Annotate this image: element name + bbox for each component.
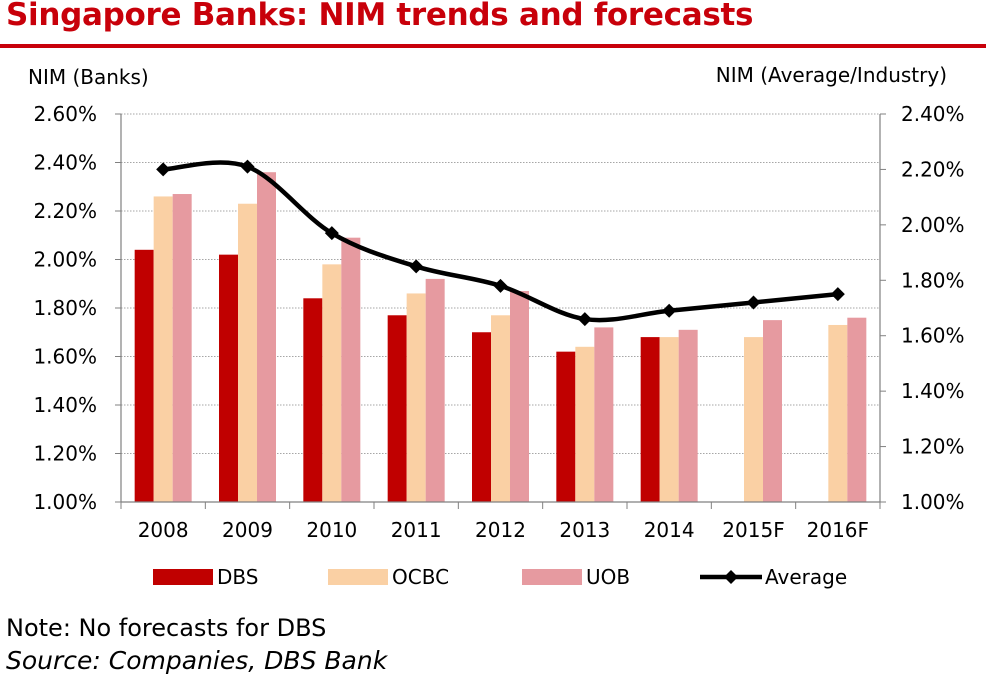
right-tick-label: 2.20% [901,157,965,181]
axes [115,113,886,509]
average-point [493,278,508,293]
bar-dbs [134,249,154,502]
average-point [324,226,339,241]
average-point [830,287,845,302]
x-tick-label: 2014 [644,518,695,542]
x-tick-label: 2016F [807,518,869,542]
x-tick-label: 2010 [306,518,357,542]
bar-dbs [387,315,407,502]
bar-ocbc [406,293,426,502]
left-tick-label: 2.20% [33,199,97,223]
average-point [662,303,677,318]
bar-dbs [640,337,660,502]
right-tick-label: 1.40% [901,379,965,403]
x-tick-label: 2008 [138,518,189,542]
bar-ocbc [575,346,595,502]
bar-uob [341,237,361,503]
average-point [577,312,592,327]
bar-dbs [219,254,238,502]
average-point [156,162,171,177]
left-tick-label: 2.60% [33,102,97,126]
bar-ocbc [828,324,848,502]
nim-chart: 1.00% 1.20% 1.40% 1.60% 1.80% 2.00% 2.20% 2.40%… [28,63,965,589]
bar-ocbc [322,264,342,502]
left-tick-label: 2.40% [33,151,97,175]
source-line: Source: Companies, DBS Bank [6,646,388,675]
x-tick-label: 2011 [391,518,442,542]
right-tick-label: 1.80% [901,268,965,292]
x-tick-label: 2015F [722,518,784,542]
axis-labels: 1.00% 1.20% 1.40% 1.60% 1.80% 2.00% 2.20% 2.40%… [28,63,965,542]
bar-uob [594,327,614,502]
bar-uob [847,317,867,502]
left-tick-label: 2.00% [33,248,97,272]
average-line [156,159,845,327]
bar-dbs [472,332,491,502]
chart-title: Singapore Banks: NIM trends and forecast… [6,0,754,33]
legend-swatch-uob [522,569,582,585]
bar-ocbc [153,196,173,502]
average-point [240,159,255,174]
legend-label-average: Average [765,565,847,589]
bar-ocbc [238,203,257,502]
x-tick-label: 2009 [222,518,273,542]
left-tick-label: 1.00% [33,490,97,514]
right-tick-label: 2.00% [901,213,965,237]
x-tick-label: 2012 [475,518,526,542]
bar-uob [257,172,276,502]
bar-ocbc [744,337,763,502]
title-underline [0,44,986,48]
bar-uob [425,278,445,502]
left-tick-label: 1.80% [33,296,97,320]
bar-ocbc [659,337,679,502]
legend: DBS OCBC UOB Average [153,565,847,589]
right-axis-title: NIM (Average/Industry) [716,63,947,87]
bar-uob [510,291,529,502]
bar-series [134,172,867,503]
bar-uob [172,194,192,502]
left-tick-label: 1.40% [33,393,97,417]
bar-dbs [556,351,576,502]
x-tick-label: 2013 [559,518,610,542]
footnote: Note: No forecasts for DBS [6,614,327,642]
left-tick-label: 1.20% [33,442,97,466]
legend-marker-average [724,570,738,584]
legend-swatch-ocbc [328,569,388,585]
average-point [409,259,424,274]
bar-uob [678,329,698,502]
right-tick-label: 1.20% [901,435,965,459]
bar-ocbc [491,315,510,502]
legend-label-uob: UOB [586,565,630,589]
legend-label-dbs: DBS [217,565,258,589]
right-tick-label: 1.00% [901,490,965,514]
left-axis-title: NIM (Banks) [28,65,149,89]
bar-uob [763,320,782,502]
legend-swatch-dbs [153,569,213,585]
right-tick-label: 1.60% [901,324,965,348]
left-tick-label: 1.60% [33,345,97,369]
right-tick-label: 2.40% [901,102,965,126]
legend-label-ocbc: OCBC [392,565,449,589]
bar-dbs [303,298,323,502]
average-point [746,295,761,310]
